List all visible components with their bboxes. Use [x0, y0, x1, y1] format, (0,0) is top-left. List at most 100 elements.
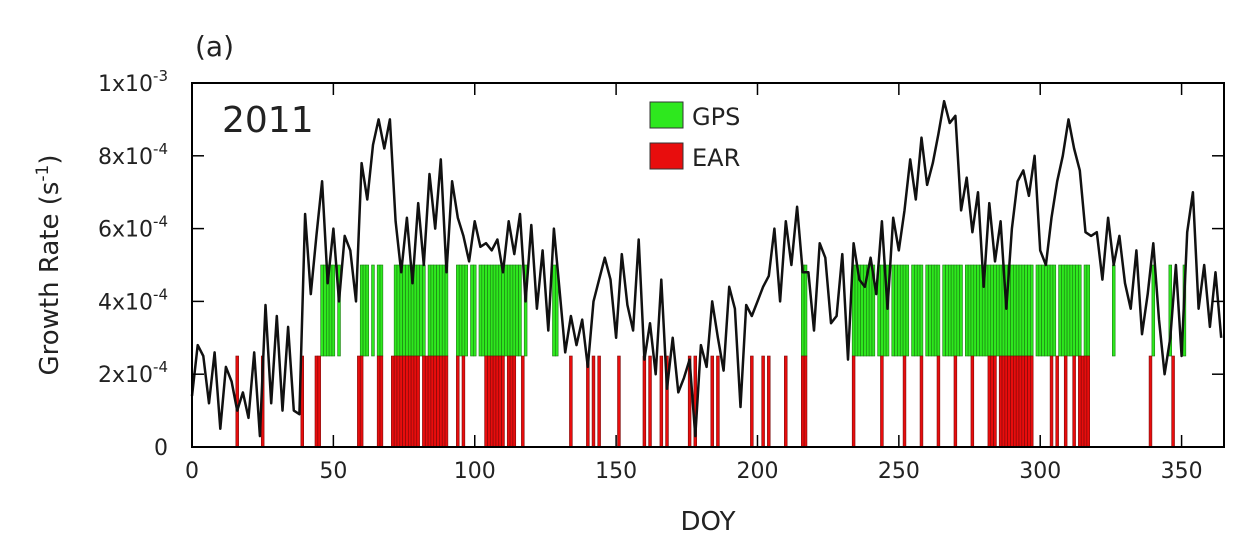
day-bar — [928, 264, 932, 357]
y-tick-label-exponent: -3 — [153, 67, 168, 85]
day-bar — [314, 355, 319, 448]
day-bar — [617, 355, 621, 448]
day-bar — [1004, 355, 1009, 448]
day-bar — [515, 264, 519, 357]
day-bar — [501, 355, 505, 448]
day-bar — [317, 355, 321, 448]
day-bar — [1069, 264, 1074, 357]
day-bar — [481, 264, 485, 357]
day-bar — [419, 264, 423, 357]
y-axis-label-text: Growth Rate (s — [35, 182, 65, 376]
day-bar — [993, 264, 997, 357]
day-bar — [931, 264, 935, 357]
day-bar — [402, 264, 406, 357]
day-bar — [586, 355, 590, 448]
day-bar — [990, 355, 994, 448]
day-bar — [970, 264, 975, 357]
day-bar — [979, 264, 983, 357]
day-bar — [1001, 355, 1006, 448]
day-bar — [456, 264, 460, 357]
day-bar — [956, 264, 960, 357]
day-bar — [331, 264, 336, 357]
day-bar — [860, 264, 864, 357]
day-bar — [512, 355, 517, 448]
day-bar — [433, 264, 437, 357]
day-bar — [402, 355, 406, 448]
day-bar — [648, 355, 652, 448]
day-bar — [891, 264, 895, 357]
x-tick-label: 300 — [1019, 459, 1061, 484]
day-bar — [501, 264, 505, 357]
day-bar — [1024, 355, 1028, 448]
x-tick-label: 350 — [1161, 459, 1203, 484]
day-bar — [509, 264, 514, 357]
day-bar — [998, 355, 1003, 448]
day-bar — [495, 355, 500, 448]
day-bar — [936, 355, 941, 448]
day-bar — [492, 355, 497, 448]
day-bar — [1007, 355, 1011, 448]
day-bar — [391, 355, 395, 448]
day-bar — [1038, 264, 1042, 357]
day-bar — [430, 264, 435, 357]
day-bar — [902, 355, 907, 448]
day-bar — [359, 355, 364, 448]
day-bar — [461, 264, 466, 357]
x-tick-label: 250 — [878, 459, 920, 484]
day-bar — [320, 264, 324, 357]
day-bar — [1013, 355, 1017, 448]
day-bar — [396, 355, 401, 448]
day-bar — [1021, 264, 1025, 357]
day-bar — [914, 264, 918, 357]
day-bar — [464, 264, 468, 357]
day-bar — [1044, 264, 1048, 357]
day-bar — [899, 264, 904, 357]
day-bar — [489, 264, 494, 357]
day-bar — [1171, 355, 1175, 448]
day-bar — [973, 264, 977, 357]
y-tick-label: 8x10-4 — [98, 140, 168, 170]
day-bar — [376, 355, 381, 448]
day-bar — [492, 264, 497, 357]
day-bar — [987, 355, 992, 448]
legend-swatch — [649, 101, 684, 129]
day-bar — [569, 355, 573, 448]
day-bar — [487, 355, 491, 448]
day-bar — [1035, 264, 1040, 357]
y-tick-label-base: 4x10 — [98, 290, 153, 315]
day-bar — [1072, 355, 1076, 448]
day-bar — [1061, 264, 1065, 357]
y-axis-label: Growth Rate (s-1) — [33, 154, 65, 375]
day-bar — [1027, 264, 1031, 357]
day-bar — [441, 264, 446, 357]
day-bar — [405, 264, 409, 357]
day-bar — [495, 264, 500, 357]
day-bar — [933, 264, 938, 357]
day-bar — [1058, 264, 1062, 357]
day-bar — [458, 264, 463, 357]
day-bar — [436, 355, 440, 448]
annotation: 2011 — [222, 100, 314, 141]
day-bar — [871, 264, 876, 357]
legend-swatch — [649, 142, 684, 170]
day-bar — [1078, 355, 1082, 448]
day-bar — [1083, 264, 1088, 357]
day-bar — [365, 264, 370, 357]
day-bar — [919, 355, 924, 448]
day-bar — [925, 264, 929, 357]
day-bar — [1078, 264, 1082, 357]
day-bar — [950, 264, 955, 357]
day-bar — [1072, 264, 1076, 357]
x-tick-label: 200 — [736, 459, 778, 484]
day-bar — [357, 355, 361, 448]
day-bar — [1083, 355, 1088, 448]
x-axis-label: DOY — [681, 507, 736, 537]
day-bar — [948, 264, 952, 357]
day-bar — [990, 264, 994, 357]
day-bar — [1049, 355, 1054, 448]
day-bar — [427, 355, 432, 448]
day-bar — [509, 355, 514, 448]
day-bar — [1080, 355, 1085, 448]
day-bar — [396, 264, 401, 357]
day-bar — [716, 355, 720, 448]
